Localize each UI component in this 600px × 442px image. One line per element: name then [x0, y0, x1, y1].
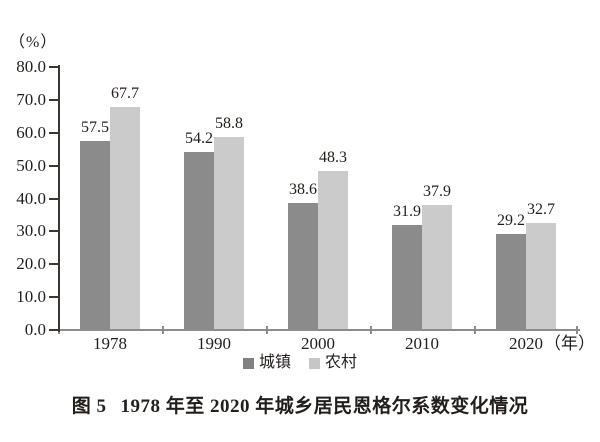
- y-tick-mark: [49, 66, 58, 68]
- legend-label: 农村: [325, 354, 358, 371]
- chart-legend: 城镇 农村: [0, 353, 600, 373]
- y-axis-unit-label: （%）: [9, 34, 58, 51]
- bar-wrap: 58.8: [214, 115, 244, 330]
- y-tick-mark: [49, 329, 58, 331]
- bar-value-label: 67.7: [111, 85, 139, 103]
- bar-value-label: 38.6: [289, 181, 317, 199]
- legend-label: 城镇: [258, 354, 291, 371]
- y-tick-mark: [49, 296, 58, 299]
- bar-wrap: 57.5: [80, 119, 110, 330]
- legend-swatch-icon: [242, 357, 254, 369]
- x-axis-unit-label: （年）: [544, 334, 595, 353]
- bar-wrap: 54.2: [184, 130, 214, 330]
- bar-group-1990: 54.2 58.8: [162, 67, 266, 330]
- x-axis-tick-labels: 1978 1990 2000 2010 2020: [58, 334, 578, 354]
- bar-wrap: 67.7: [110, 85, 140, 330]
- y-tick-label: 10.0: [16, 287, 46, 307]
- x-tick-label-2020: 2020: [509, 334, 543, 353]
- y-tick-label: 0.0: [24, 320, 46, 339]
- bar-value-label: 31.9: [393, 203, 421, 221]
- x-axis-line: [58, 329, 580, 331]
- bar-value-label: 54.2: [185, 129, 213, 147]
- bar-城镇-2000: [288, 203, 318, 330]
- bar-group-2000: 38.6 48.3: [266, 67, 370, 330]
- bar-group-2020: 29.2 32.7: [474, 67, 578, 330]
- bar-value-label: 58.8: [215, 114, 243, 132]
- bar-value-label: 32.7: [527, 200, 555, 218]
- y-tick-label: 30.0: [16, 221, 46, 241]
- bar-农村-2010: [422, 205, 452, 330]
- y-tick-label: 50.0: [16, 155, 46, 175]
- figure-caption: 图 5 1978 年至 2020 年城乡居民恩格尔系数变化情况: [0, 391, 600, 418]
- y-axis-tick-labels: 0.0 10.0 20.0 30.0 40.0 50.0 60.0 70.0 80.0: [0, 57, 46, 339]
- x-tick-label-1978: 1978: [93, 334, 127, 353]
- bar-wrap: 31.9: [392, 203, 422, 330]
- y-tick-mark: [49, 230, 58, 233]
- bar-城镇-2020: [496, 234, 526, 330]
- bar-wrap: 38.6: [288, 181, 318, 330]
- y-axis-line: [58, 65, 60, 332]
- bar-value-label: 48.3: [319, 149, 347, 167]
- figure-number: 图 5: [71, 396, 107, 417]
- x-tick-label-2010: 2010: [405, 334, 439, 353]
- bar-groups: 57.5 67.7 54.2 58.8 38.6 48.3 31.9 37.9 29.2 32.7: [58, 67, 578, 330]
- legend-swatch-icon: [309, 357, 320, 369]
- y-tick-label: 60.0: [16, 122, 46, 142]
- bar-农村-2000: [318, 171, 348, 330]
- bar-group-2010: 31.9 37.9: [370, 67, 474, 330]
- y-tick-mark: [49, 263, 58, 266]
- bar-农村-2020: [526, 222, 556, 330]
- bar-城镇-2010: [392, 225, 422, 330]
- bar-value-label: 57.5: [81, 118, 109, 136]
- y-tick-mark: [49, 164, 58, 167]
- bar-wrap: 48.3: [318, 149, 348, 330]
- bar-wrap: 29.2: [496, 212, 526, 330]
- y-tick-mark: [49, 131, 58, 134]
- bar-城镇-1990: [184, 151, 214, 330]
- bar-wrap: 37.9: [422, 183, 452, 330]
- figure-title: 1978 年至 2020 年城乡居民恩格尔系数变化情况: [120, 396, 529, 417]
- bar-group-1978: 57.5 67.7: [58, 67, 162, 330]
- x-tick-mark: [162, 326, 164, 334]
- bar-value-label: 37.9: [423, 183, 451, 201]
- x-tick-mark: [576, 326, 578, 334]
- y-tick-mark: [49, 98, 58, 101]
- legend-item-城镇: 城镇: [242, 353, 291, 373]
- y-tick-label: 20.0: [16, 254, 46, 274]
- plot-area: 57.5 67.7 54.2 58.8 38.6 48.3 31.9 37.9 29.2 32.7: [49, 65, 580, 334]
- bar-城镇-1978: [80, 140, 110, 330]
- x-tick-label-1990: 1990: [197, 334, 231, 353]
- bar-农村-1978: [110, 107, 140, 330]
- bar-value-label: 29.2: [497, 212, 525, 230]
- x-tick-mark: [266, 326, 268, 334]
- y-tick-label: 70.0: [16, 89, 46, 109]
- x-tick-mark: [474, 326, 476, 334]
- legend-item-农村: 农村: [309, 353, 357, 373]
- y-tick-label: 80.0: [16, 57, 46, 76]
- x-tick-label-2000: 2000: [301, 334, 335, 353]
- y-tick-mark: [49, 197, 58, 200]
- bar-wrap: 32.7: [526, 200, 556, 330]
- y-tick-label: 40.0: [16, 188, 46, 208]
- x-tick-mark: [370, 326, 372, 334]
- bar-农村-1990: [214, 136, 244, 330]
